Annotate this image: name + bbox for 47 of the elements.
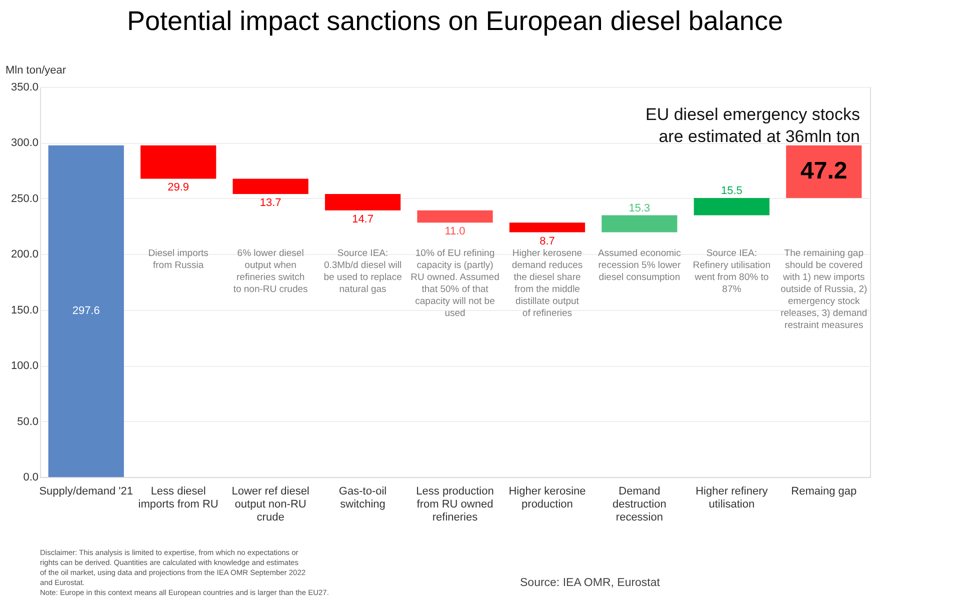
x-tick-label: Less diesel imports from RU bbox=[138, 486, 218, 510]
x-tick-label: Lower ref diesel output non-RU crude bbox=[232, 486, 310, 524]
bar bbox=[232, 178, 308, 194]
chart-title: Potential impact sanctions on European diesel balance bbox=[127, 6, 783, 36]
data-label: 13.7 bbox=[260, 196, 282, 209]
data-label: 8.7 bbox=[540, 235, 555, 248]
annotation: Higher kerosene demand reduces the diesel share from the middle distillate output of refineries bbox=[512, 248, 583, 319]
bar bbox=[602, 215, 678, 232]
y-tick-label: 150.0 bbox=[10, 304, 38, 316]
data-label: 15.3 bbox=[628, 202, 650, 214]
bar bbox=[417, 210, 493, 223]
y-tick-label: 100.0 bbox=[10, 360, 38, 372]
data-label: 297.6 bbox=[72, 305, 100, 318]
bar bbox=[324, 194, 401, 210]
y-tick-label: 250.0 bbox=[10, 192, 38, 205]
data-label: 47.2 bbox=[800, 158, 848, 185]
bar bbox=[786, 145, 862, 198]
source-note: Source: IEA OMR, Eurostat bbox=[520, 577, 661, 589]
bar bbox=[48, 145, 124, 477]
annotation: Source IEA: 0.3Mb/d diesel will be used to replace natural gas bbox=[324, 248, 402, 295]
y-tick-label: 350.0 bbox=[10, 82, 38, 94]
x-tick-label: Remaing gap bbox=[791, 486, 857, 498]
y-axis-title: Mln ton/year bbox=[6, 64, 66, 76]
annotation: Assumed economic recession 5% lower diesel consumption bbox=[598, 248, 682, 283]
annotation: 6% lower diesel output when refineries switch to non-RU crudes bbox=[233, 248, 308, 295]
annotation: Source IEA: Refinery utilisation went from 80% to 87% bbox=[692, 248, 770, 295]
data-label: 15.5 bbox=[720, 184, 742, 197]
data-label: 14.7 bbox=[352, 213, 374, 226]
bar bbox=[140, 145, 216, 179]
x-tick-label: Demand destruction recession bbox=[612, 486, 666, 524]
data-label: 29.9 bbox=[168, 182, 190, 194]
y-tick-label: 0.0 bbox=[23, 472, 38, 484]
x-tick-label: Less production from RU owned refineries bbox=[416, 486, 494, 524]
y-tick-label: 200.0 bbox=[10, 248, 38, 261]
annotation: EU diesel emergency stocks are estimated at 36mln ton bbox=[646, 105, 860, 146]
annotation: The remaining gap should be covered with 1) new imports outside of Russia, 2) emergency stock releases, 3) demand restraint measures bbox=[780, 248, 868, 331]
annotation: Diesel imports from Russia bbox=[148, 248, 209, 271]
y-tick-label: 300.0 bbox=[10, 137, 38, 150]
bar bbox=[694, 198, 770, 216]
data-label: 11.0 bbox=[444, 226, 466, 238]
annotation: 10% of EU refining capacity is (partly) RU owned. Assumed that 50% of that capacity will not be used bbox=[410, 248, 500, 319]
x-tick-label: Higher refinery utilisation bbox=[696, 486, 768, 510]
bar bbox=[509, 222, 586, 232]
x-tick-label: Higher kerosine production bbox=[508, 486, 586, 510]
x-tick-label: Gas-to-oil switching bbox=[338, 486, 387, 510]
y-tick-label: 50.0 bbox=[17, 416, 38, 428]
x-tick-label: Supply/demand '21 bbox=[39, 486, 134, 498]
